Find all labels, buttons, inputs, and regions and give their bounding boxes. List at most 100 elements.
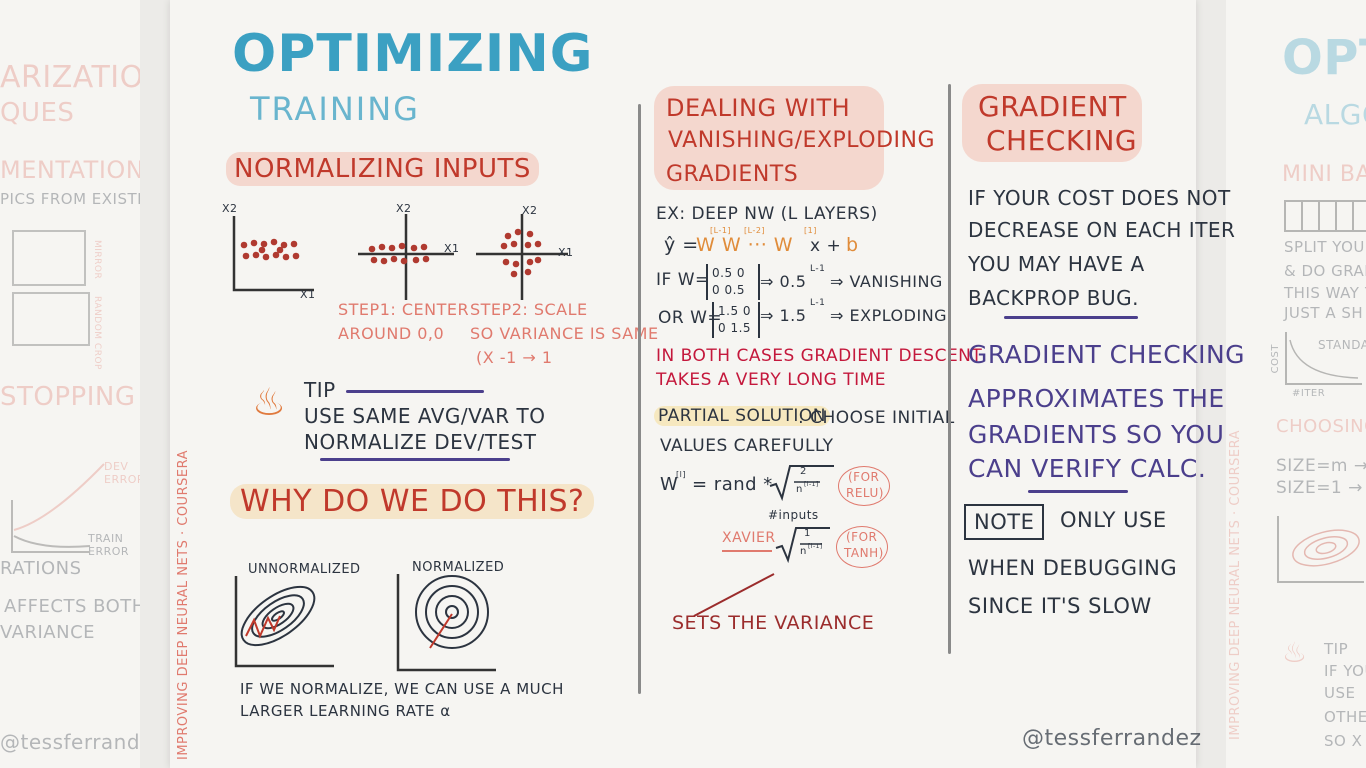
bg-cat-sketch (12, 292, 90, 346)
bg-text: CHOOSING T (1276, 416, 1366, 437)
note-label: NOTE (964, 504, 1045, 540)
init-formula: = rand * (692, 474, 773, 495)
right-background-sheet: OPTI ALGO MINI BAT SPLIT YOUR & DO GRAD … (1226, 0, 1366, 768)
bg-text: DEV ERROR (104, 460, 140, 486)
result-exploding: ⇒ 1.5 (760, 306, 807, 325)
note-text: SINCE IT'S SLOW (968, 594, 1152, 618)
page-subtitle: TRAINING (250, 90, 420, 128)
relu-annotation-oval (838, 466, 890, 506)
approx-underline (1028, 490, 1128, 493)
gradient-intro-line: DECREASE ON EACH ITER (968, 218, 1236, 242)
bg-text: OPTI (1282, 30, 1366, 86)
sqrt-symbol (775, 527, 830, 564)
arrow-line (693, 573, 775, 617)
bias-term: b (846, 234, 859, 256)
axis-label-x1: X1 (300, 288, 316, 301)
gradient-heading: GRADIENT (978, 90, 1127, 123)
column-divider (948, 84, 951, 654)
weight-superscript: [L-2] (744, 226, 766, 235)
vanishing-heading-highlight (654, 86, 884, 190)
bg-text: JUST A SH (1284, 304, 1364, 322)
step2-line: (X -1 → 1 (476, 348, 553, 367)
main-sheet: IMPROVING DEEP NEURAL NETS · COURSERA OP… (170, 0, 1245, 768)
bg-error-chart (11, 463, 105, 553)
page-title: OPTIMIZING (232, 24, 594, 84)
bg-text: SO X (1324, 732, 1363, 750)
bg-text: OTHE (1324, 708, 1366, 726)
axis-label-x2: X2 (222, 202, 238, 215)
tip-line: USE SAME AVG/VAR TO (304, 404, 546, 428)
bg-text: TIP (1324, 640, 1349, 658)
bg-text: IF YOU (1324, 662, 1366, 680)
relu-annotation: RELU) (846, 486, 884, 500)
x-plus: x + (810, 236, 842, 256)
intro-underline (1004, 316, 1138, 319)
tanh-annotation: TANH) (844, 546, 884, 560)
note-text: WHEN DEBUGGING (968, 556, 1178, 580)
bg-text: #ITER (1292, 388, 1326, 399)
left-background-content: ARIZATION QUES MENTATION PICS FROM EXIST… (0, 0, 140, 768)
gradient-approx-line: GRADIENTS SO YOU (968, 420, 1225, 449)
gradient-approx-line: CAN VERIFY CALC. (968, 454, 1207, 483)
bg-text: RANDOM CROP (92, 296, 102, 370)
bg-text: COST (1270, 344, 1281, 374)
example-line: EX: DEEP NW (L LAYERS) (656, 204, 878, 224)
bg-text: RATIONS (0, 558, 82, 579)
bg-text: SIZE=1 → (1276, 478, 1363, 498)
tip-underline (320, 458, 510, 461)
exponent: L-1 (810, 264, 826, 274)
bg-text: ALGO (1304, 98, 1366, 131)
vanishing-result-text: ⇒ VANISHING (830, 272, 943, 291)
bg-cat-sketch (12, 230, 86, 286)
axis-label-x1: X1 (558, 246, 574, 259)
matrix-row: 0 1.5 (718, 321, 752, 335)
xavier-label: XAVIER (722, 530, 776, 546)
fraction-denominator: n (796, 484, 803, 495)
bg-text: STANDARD (1318, 338, 1366, 352)
bg-text: IMPROVING DEEP NEURAL NETS · COURSERA (1228, 430, 1243, 740)
gradient-approx-line: GRADIENT CHECKING (968, 340, 1246, 369)
sets-variance-note: SETS THE VARIANCE (672, 612, 875, 634)
matrix-row: 0.5 0 (712, 266, 746, 280)
bg-text: STOPPING (0, 382, 136, 412)
normalizing-scatter-plots (232, 214, 454, 300)
weight-terms: W W ··· W (696, 234, 794, 256)
step2-line: SO VARIANCE IS SAME (470, 324, 659, 343)
signature: @tessferrandez (1022, 726, 1202, 751)
matrix-row: 0 0.5 (712, 283, 746, 297)
bg-contour-sketch (1277, 516, 1364, 583)
why-caption-line: LARGER LEARNING RATE α (240, 702, 451, 720)
normalized-label: NORMALIZED (412, 560, 505, 575)
init-w: W (660, 474, 679, 495)
yhat-label: ŷ = (664, 234, 699, 256)
normalizing-scatter-plot-scaled (476, 214, 568, 300)
matrix-row: 1.5 0 (718, 304, 752, 318)
bg-text: SPLIT YOUR (1284, 238, 1366, 256)
column-divider (638, 104, 641, 694)
or-w-label: OR W= (658, 308, 723, 328)
note-text: ONLY USE (1060, 508, 1167, 532)
bg-text: THIS WAY Y (1284, 284, 1366, 302)
bg-text: MENTATION (0, 156, 140, 184)
result-vanishing: ⇒ 0.5 (760, 272, 807, 291)
weight-superscript: [L-1] (710, 226, 732, 235)
vanishing-heading: GRADIENTS (666, 162, 799, 187)
vanishing-heading: VANISHING/EXPLODING (668, 128, 936, 153)
gradient-intro-line: YOU MAY HAVE A (968, 252, 1145, 276)
axis-label-x2: X2 (522, 204, 538, 217)
normalizing-inputs-heading: NORMALIZING INPUTS (226, 152, 539, 186)
matrix-bracket (706, 264, 760, 300)
tip-line: NORMALIZE DEV/TEST (304, 430, 537, 454)
step2-line: STEP2: SCALE (470, 300, 588, 319)
tanh-annotation: (FOR (846, 530, 878, 544)
partial-solution-text: : CHOOSE INITIAL (798, 408, 955, 428)
bg-text: PICS FROM EXISTING (0, 190, 140, 208)
gradient-intro-line: BACKPROP BUG. (968, 286, 1139, 310)
why-heading: WHY DO WE DO THIS? (230, 484, 595, 519)
bg-text: MIRROR (92, 240, 102, 280)
lightbulb-icon: ♨ (252, 380, 287, 424)
init-w-superscript: [l] (676, 470, 686, 479)
if-w-label: IF W= (656, 270, 710, 290)
fraction-denominator-superscript: [l-1] (808, 543, 823, 550)
axis-label-x2: X2 (396, 202, 412, 215)
